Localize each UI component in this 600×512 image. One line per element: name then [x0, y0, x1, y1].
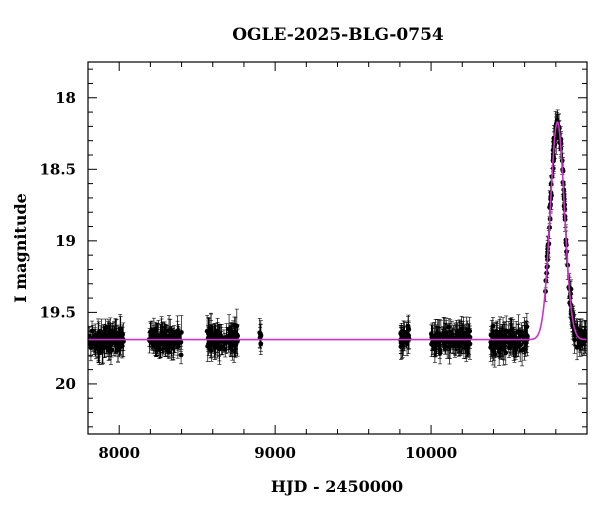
data-point — [432, 331, 438, 357]
data-point — [96, 333, 101, 361]
data-point — [511, 326, 517, 361]
y-axis-label: I magnitude — [11, 193, 30, 303]
chart-title: OGLE-2025-BLG-0754 — [232, 25, 444, 45]
data-point — [117, 314, 123, 344]
axis-ticks: 8000 9000 10000 18 18.5 19 19.5 20 — [39, 62, 588, 462]
data-point — [492, 341, 498, 368]
data-point — [437, 341, 443, 365]
data-point — [175, 338, 181, 356]
data-point — [258, 323, 264, 347]
plot-area — [88, 109, 587, 368]
data-point — [446, 318, 452, 336]
data-point — [113, 318, 118, 353]
x-tick-label: 8000 — [98, 444, 140, 462]
y-tick-label: 19 — [55, 232, 76, 250]
data-point — [110, 323, 115, 340]
data-point — [522, 336, 527, 361]
data-point — [453, 334, 459, 352]
data-point — [501, 336, 507, 361]
y-tick-label: 20 — [55, 375, 76, 393]
data-point — [103, 318, 109, 337]
x-axis-label: HJD - 2450000 — [271, 477, 403, 496]
y-tick-label: 18 — [55, 89, 76, 107]
plot-frame — [87, 61, 588, 435]
data-point — [406, 320, 411, 355]
data-point — [161, 336, 167, 350]
data-point — [229, 329, 235, 361]
y-tick-label: 19.5 — [39, 303, 76, 321]
data-point — [577, 330, 583, 357]
data-point — [96, 338, 102, 364]
data-point — [88, 326, 92, 346]
data-point — [92, 323, 98, 348]
data-point — [460, 321, 466, 354]
model-curve — [88, 121, 587, 341]
data-point — [171, 332, 177, 353]
x-tick-label: 9000 — [254, 444, 296, 462]
x-tick-label: 10000 — [405, 444, 457, 462]
data-point — [524, 321, 530, 353]
y-tick-label: 18.5 — [39, 160, 76, 178]
data-point — [456, 339, 462, 354]
data-point — [499, 329, 504, 357]
